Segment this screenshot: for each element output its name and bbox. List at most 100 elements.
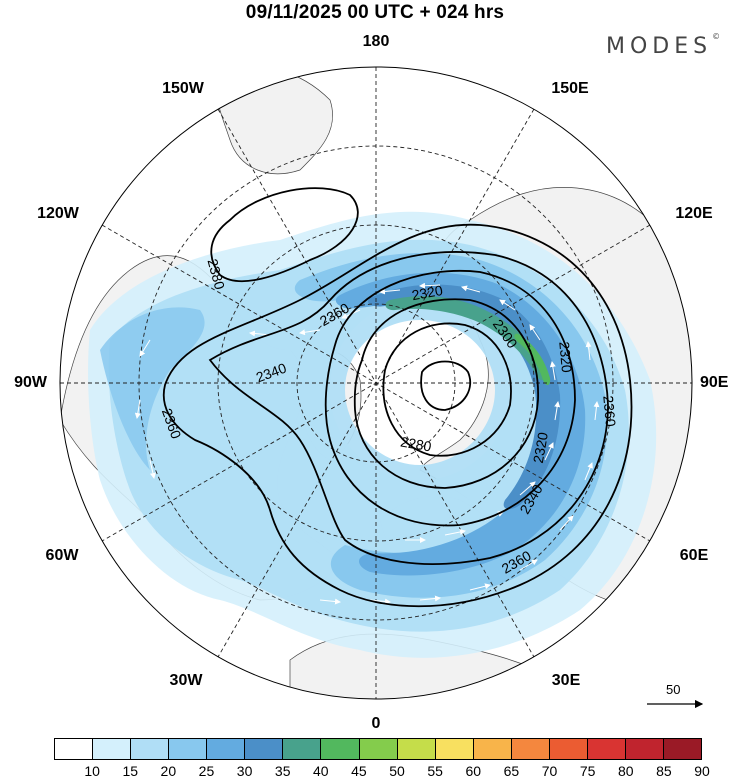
forecast-title: 09/11/2025 00 UTC + 024 hrs: [245, 2, 505, 23]
wind-vector: [419, 595, 441, 602]
colorbar-swatch: [511, 739, 550, 759]
contour-2320: [324, 270, 576, 527]
colorbar-swatch: [245, 739, 284, 759]
contour-label: 2360: [600, 395, 619, 428]
meridian-120e-60w: [101, 224, 651, 542]
contour-label: 2320: [556, 341, 575, 374]
wind-vector: [585, 341, 592, 361]
wind-vector: [529, 324, 541, 341]
colorbar-swatch: [359, 739, 398, 759]
colorbar-swatch: [321, 739, 360, 759]
colorbar-label: 55: [427, 763, 443, 779]
wind-vector: [319, 598, 341, 605]
lon-label-150e: 150E: [551, 80, 589, 97]
wind-vector: [544, 442, 554, 461]
lon-label-120w: 120W: [37, 205, 79, 222]
colorbar-swatch: [397, 739, 436, 759]
wind-vector: [499, 299, 516, 311]
wind-vector: [419, 282, 441, 289]
lon-label-90w: 90W: [14, 374, 47, 391]
wind-vector: [391, 413, 401, 431]
contour-2280: [382, 322, 512, 457]
contour-2300: [353, 298, 539, 489]
wind-vector: [139, 339, 151, 357]
colorbar-swatch: [587, 739, 626, 759]
colorbar-label: 65: [503, 763, 520, 779]
lon-label-120e: 120E: [675, 205, 713, 222]
lon-label-60w: 60W: [45, 547, 79, 564]
colorbar-swatch: [664, 739, 702, 759]
wind-vector: [149, 459, 156, 479]
colorbar-labels: 10 15 20 25 30 35 40 45 50 55 60 65 70 75 80 85 90: [54, 763, 709, 781]
wind-vector: [469, 583, 491, 591]
wind-vector: [519, 559, 538, 571]
colorbar-label: 15: [122, 763, 139, 779]
wind-vector: [369, 598, 391, 605]
colorbar-label: 45: [351, 763, 367, 779]
lon-label-30e: 30E: [551, 672, 581, 689]
colorbar-swatch: [473, 739, 512, 759]
colorbar-label: 85: [656, 763, 672, 779]
colorbar-swatch: [549, 739, 588, 759]
contour-label: 2380: [205, 257, 229, 291]
scale-vector-label: 50: [666, 682, 681, 697]
colorbar-label: 50: [389, 763, 405, 779]
colorbar-label: 80: [617, 763, 634, 779]
wind-vector: [549, 361, 556, 381]
contour-label: 2280: [399, 433, 433, 454]
colorbar-label: 60: [465, 763, 482, 779]
lon-label-60e: 60E: [679, 547, 709, 564]
wind-vector: [299, 329, 321, 336]
wind-vector: [439, 359, 449, 377]
wind-vector: [519, 481, 536, 496]
jet-band-40: [385, 296, 546, 381]
scale-vector-arrow: [647, 699, 704, 709]
map-disc: 2380 2360 2340 2360 2320 2300 2320 2280 …: [60, 67, 692, 699]
wind-vector: [584, 462, 593, 481]
colorbar-swatch: [207, 739, 246, 759]
wind-vector: [559, 515, 574, 531]
colorbar-swatch: [131, 739, 170, 759]
colorbar-swatch: [625, 739, 664, 759]
contour-2360: [162, 223, 633, 608]
colorbar-label: 35: [274, 763, 291, 779]
colorbar-swatch: [93, 739, 132, 759]
brand-text: MODES: [606, 34, 713, 59]
contour-inner-low: [420, 360, 472, 411]
wind-vector: [379, 288, 401, 295]
contour-label: 2320: [530, 431, 551, 465]
colorbar-label: 90: [694, 763, 710, 779]
graticule: [60, 67, 692, 699]
wind-vectors: [134, 282, 600, 605]
colorbar-label: 75: [579, 763, 596, 779]
colorbar: [54, 738, 702, 760]
colorbar-label: 70: [541, 763, 558, 779]
wind-vector: [134, 399, 141, 419]
colorbar-label: 10: [84, 763, 100, 779]
jet-band-45: [514, 333, 551, 386]
jet-band-west: [100, 307, 205, 470]
lon-label-180: 180: [362, 33, 390, 50]
lon-label-150w: 150W: [162, 80, 204, 97]
wind-vector: [444, 529, 466, 536]
contour-2340: [208, 251, 609, 565]
lon-label-0: 0: [371, 715, 381, 732]
colorbar-swatch: [283, 739, 322, 759]
colorbar-swatch: [55, 739, 94, 759]
height-contours: [162, 187, 633, 608]
lon-label-30w: 30W: [169, 672, 203, 689]
wind-vector: [461, 285, 481, 293]
wind-vector: [554, 401, 561, 421]
colorbar-swatch: [169, 739, 208, 759]
colorbar-label: 20: [160, 763, 177, 779]
brand-mark: ©: [712, 32, 721, 41]
brand-logo: MODES©: [606, 32, 721, 59]
wind-vector: [439, 419, 456, 433]
contour-2380-alaska: [210, 187, 359, 283]
lon-label-90e: 90E: [700, 374, 729, 391]
colorbar-label: 40: [313, 763, 329, 779]
colorbar-label: 25: [198, 763, 215, 779]
colorbar-swatch: [435, 739, 474, 759]
map-border: [59, 66, 693, 700]
contour-label: 2320: [410, 282, 444, 303]
